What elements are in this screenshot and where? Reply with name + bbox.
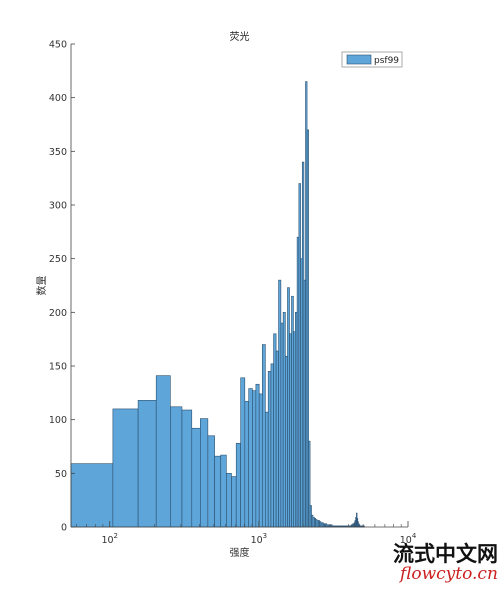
histogram-bar: [278, 279, 282, 528]
histogram-bar: [262, 344, 266, 528]
y-tick-label: 450: [49, 40, 67, 51]
watermark-chinese: 流式中文网: [393, 542, 498, 566]
histogram-bar: [244, 401, 250, 528]
x-tick-label: 104: [400, 532, 417, 546]
x-axis-label: 强度: [230, 546, 250, 559]
y-tick-label: 200: [49, 308, 67, 319]
y-tick-label: 100: [49, 415, 67, 426]
histogram-bar: [252, 390, 257, 528]
histogram-bar: [273, 333, 277, 528]
histogram-bar: [258, 393, 263, 528]
histogram-bar: [255, 383, 260, 528]
x-tick-label: 103: [251, 532, 268, 546]
histogram-bar: [70, 463, 114, 528]
y-tick-label: 400: [49, 93, 67, 104]
y-tick-label: 300: [49, 201, 67, 212]
histogram-bar: [191, 427, 201, 528]
histogram-bar: [267, 371, 272, 528]
legend-label: psf99: [374, 56, 399, 66]
chart-title: 荧光: [230, 30, 250, 43]
histogram-bar: [287, 287, 290, 528]
histogram-bar: [265, 411, 269, 528]
watermark-url: flowcyto.cn: [400, 564, 498, 584]
histogram-bar: [207, 435, 215, 528]
histogram-bar: [170, 406, 183, 528]
histogram-bar: [214, 455, 222, 528]
y-tick-label: 250: [49, 254, 67, 265]
histogram-bar: [285, 356, 288, 528]
histogram-bar: [275, 350, 279, 528]
y-tick-label: 50: [55, 469, 67, 480]
histogram-bar: [235, 442, 241, 528]
histogram-bar: [248, 388, 253, 528]
histogram-bar: [282, 312, 286, 528]
histogram-bar: [220, 454, 227, 528]
histogram-bar: [112, 408, 139, 528]
histogram-bar: [155, 375, 171, 528]
x-tick-label: 102: [101, 532, 118, 546]
y-tick-label: 0: [61, 523, 67, 534]
y-axis-label: 数量: [35, 276, 48, 296]
histogram-bar: [181, 409, 193, 528]
histogram-bar: [240, 377, 246, 528]
histogram-bar: [231, 476, 237, 528]
legend-swatch: [346, 54, 372, 65]
y-tick-label: 350: [49, 147, 67, 158]
histogram-bar: [280, 322, 284, 528]
histogram-bar: [200, 418, 209, 528]
histogram-bar: [137, 400, 157, 528]
y-tick-label: 150: [49, 362, 67, 373]
histogram-bar: [226, 473, 232, 528]
histogram-bar: [270, 363, 274, 528]
